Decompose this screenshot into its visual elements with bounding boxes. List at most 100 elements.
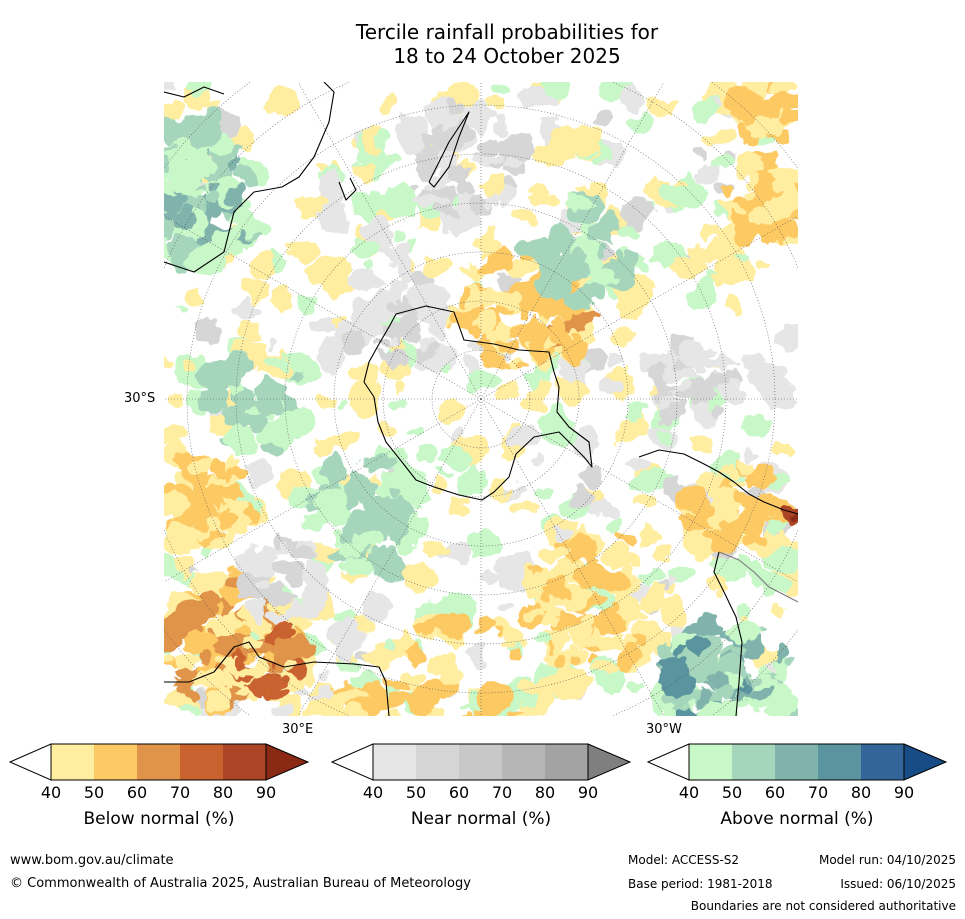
field-patch — [520, 693, 537, 710]
field-patch — [773, 602, 786, 614]
field-patch-near — [486, 160, 506, 168]
coastline-tasmania — [338, 177, 357, 201]
field-patch — [495, 382, 519, 401]
field-patch-above — [733, 648, 746, 658]
field-patch-near — [677, 381, 689, 388]
field-patch — [520, 89, 558, 108]
field-patch — [541, 404, 570, 439]
field-patch-near — [503, 178, 516, 191]
field-patch — [540, 82, 556, 92]
latitude-label: 30°S — [124, 391, 156, 406]
model-run-date: Model run: 04/10/2025 — [818, 853, 956, 867]
field-patch-near — [413, 269, 436, 288]
field-patch-below — [429, 614, 458, 639]
field-patch — [532, 193, 558, 206]
field-patch-near — [413, 340, 438, 357]
colorbar-arrow-high — [587, 743, 632, 781]
field-patch-below — [183, 633, 202, 654]
colorbar-outline — [372, 743, 589, 781]
field-patch — [467, 648, 490, 665]
field-patch-below — [176, 613, 197, 625]
field-patch-near — [268, 612, 284, 623]
field-patch-near — [677, 342, 709, 372]
field-patch — [643, 95, 678, 117]
colorbar-bin — [94, 744, 137, 780]
field-patch-below — [545, 329, 572, 347]
field-patch-near — [492, 110, 507, 122]
colorbar-tick-label: 50 — [405, 783, 427, 802]
field-patch-below — [220, 508, 239, 527]
field-patch-near — [374, 340, 390, 348]
field-patch-near — [408, 284, 444, 318]
colorbar-tick-label: 60 — [448, 783, 470, 802]
field-patch-below — [164, 620, 184, 648]
field-patch-below — [626, 611, 647, 622]
field-patch — [637, 526, 660, 546]
field-patch — [741, 350, 761, 369]
field-patch — [711, 153, 737, 168]
legend-title-above: Above normal (%) — [720, 809, 874, 829]
field-patch — [480, 571, 495, 585]
field-patch-below — [210, 485, 240, 500]
colorbar-bin — [180, 744, 223, 780]
field-patch-below — [732, 221, 747, 229]
field-patch — [249, 462, 274, 486]
field-patch-near — [348, 273, 385, 291]
field-patch-above — [747, 688, 771, 701]
field-patch-below — [204, 636, 217, 647]
field-patch — [164, 352, 174, 366]
field-patch — [362, 260, 377, 274]
field-patch — [408, 423, 424, 436]
field-patch-below — [735, 495, 750, 504]
field-patch — [319, 171, 344, 203]
field-patch — [189, 569, 203, 576]
field-patch-above — [736, 689, 747, 700]
field-patch-below — [720, 508, 735, 520]
field-patch — [777, 384, 798, 408]
field-patch-above — [182, 115, 223, 147]
field-patch-below — [748, 82, 770, 94]
field-patch-below — [615, 533, 635, 546]
field-patch-below — [249, 662, 269, 678]
field-patch-below — [474, 314, 496, 333]
field-patch-near — [508, 146, 539, 162]
meridian-line — [297, 82, 482, 400]
field-patch — [398, 561, 434, 592]
colorbar-tick-label: 70 — [491, 783, 513, 802]
field-patch — [690, 432, 718, 454]
colorbar-arrow-low — [647, 743, 690, 781]
field-patch-above — [336, 543, 363, 558]
colorbar-arrow-high — [265, 743, 310, 781]
field-patch-below — [399, 695, 410, 704]
boundary-disclaimer: Boundaries are not considered authoritat… — [690, 899, 956, 913]
field-patch-below — [626, 552, 645, 567]
field-patch-near — [415, 194, 450, 209]
field-patch — [240, 132, 257, 144]
field-patch-above — [395, 461, 420, 484]
field-patch — [459, 465, 483, 499]
field-patch-above — [164, 170, 175, 177]
coastline-south-america — [638, 449, 798, 515]
field-patch — [692, 99, 716, 126]
field-patch — [632, 494, 658, 509]
field-patch-above — [210, 159, 230, 178]
field-patch-below — [640, 592, 657, 612]
colorbar-bin — [818, 744, 861, 780]
field-patch-near — [719, 380, 743, 404]
meridian-line — [297, 398, 482, 716]
field-patch — [499, 600, 513, 610]
field-patch-below — [492, 628, 502, 636]
field-patch — [329, 318, 343, 329]
rainfall-map — [164, 82, 798, 716]
field-patch — [290, 240, 320, 260]
website-link[interactable]: www.bom.gov.au/climate — [10, 853, 174, 868]
field-patch — [640, 569, 659, 585]
field-patch — [308, 255, 352, 286]
field-patch-above — [695, 689, 711, 709]
field-patch-below — [524, 613, 548, 624]
field-patch — [488, 100, 501, 108]
field-patch-below — [771, 82, 794, 98]
field-patch-below — [589, 655, 602, 664]
field-patch — [655, 547, 675, 562]
field-patch-above — [249, 417, 267, 433]
